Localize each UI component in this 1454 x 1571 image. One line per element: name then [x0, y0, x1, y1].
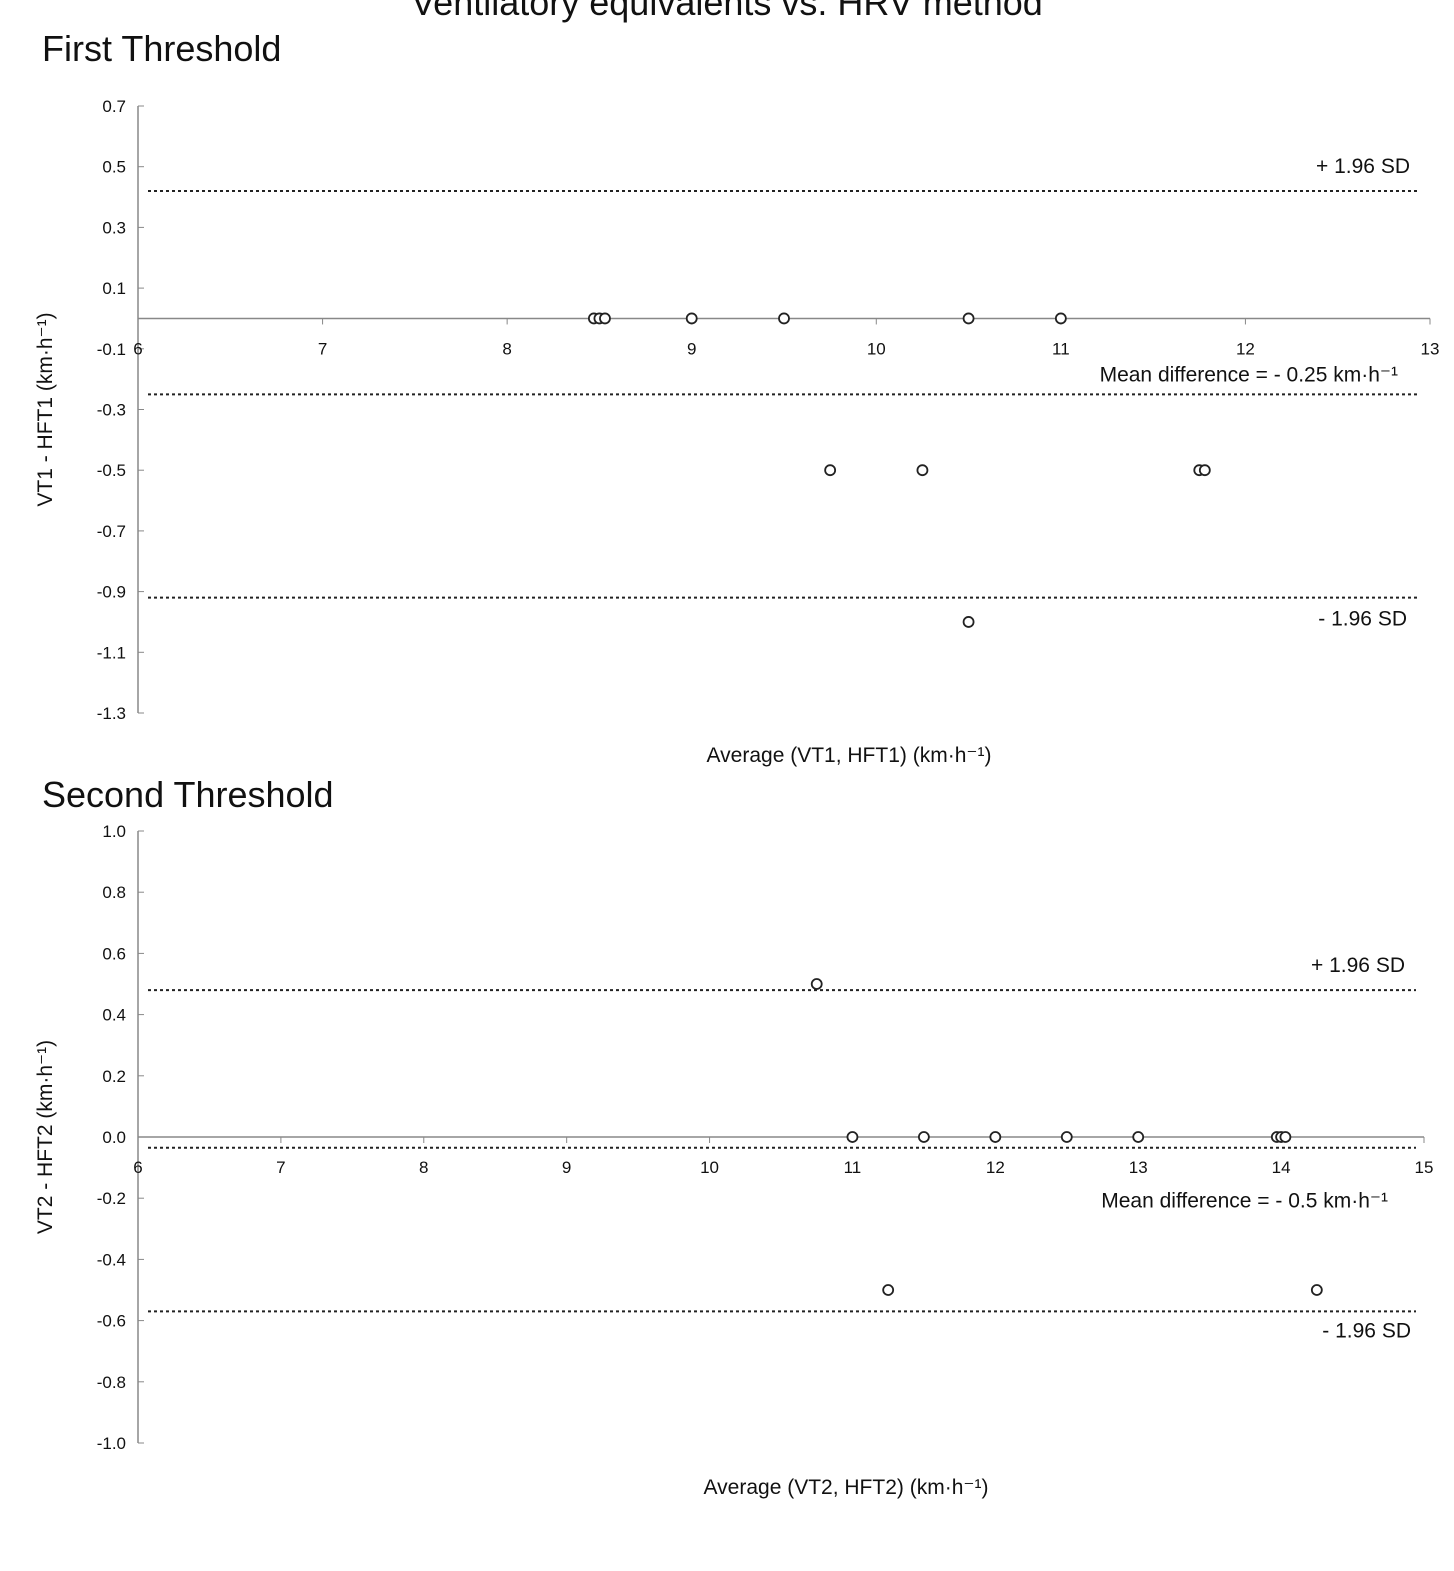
chart2-y-tick-label: 0.4: [102, 1006, 126, 1025]
chart2-y-tick-label: 0.8: [102, 883, 126, 902]
chart1-y-tick-label: 0.7: [102, 97, 126, 116]
chart1-data-point: [916, 464, 929, 477]
chart1-data-point: [778, 312, 790, 325]
chart1-title: First Threshold: [42, 28, 282, 69]
chart1-data-point: [685, 312, 698, 325]
chart1-y-tick-label: -1.1: [97, 643, 126, 662]
chart1-y-tick-label: -0.3: [97, 401, 126, 420]
chart2-data-point: [882, 1284, 895, 1296]
chart2-reference-line-label: + 1.96 SD: [1311, 954, 1405, 977]
chart2-data-point: [1279, 1131, 1292, 1143]
chart1-x-tick-label: 11: [1052, 339, 1070, 358]
chart2-y-tick-label: 0.6: [102, 944, 126, 963]
chart2-data-point: [1060, 1131, 1073, 1143]
chart1-y-tick-label: -0.5: [97, 461, 126, 480]
chart1-x-tick-label: 8: [502, 339, 511, 358]
chart1-y-tick-label: -0.9: [97, 583, 126, 602]
chart1-x-tick-label: 13: [1421, 339, 1440, 358]
chart2-y-tick-label: -0.4: [97, 1250, 126, 1269]
chart1-reference-line-label: - 1.96 SD: [1318, 608, 1407, 631]
chart1-data-point: [1054, 312, 1067, 325]
chart1-data-point: [824, 464, 837, 477]
chart2-y-tick-label: 1.0: [102, 822, 126, 841]
chart2-data-point: [917, 1131, 930, 1143]
chart1-reference-line-label: Mean difference = - 0.25 km·h⁻¹: [1100, 363, 1398, 386]
chart1-x-axis-label: Average (VT1, HFT1) (km·h⁻¹): [707, 744, 992, 767]
chart1-y-tick-label: -0.7: [97, 522, 126, 541]
chart2-x-tick-label: 15: [1415, 1158, 1434, 1177]
chart2-data-point: [1310, 1284, 1323, 1296]
chart2-data-point: [810, 978, 823, 990]
chart1-y-tick-label: -0.1: [97, 340, 126, 359]
chart2-x-tick-label: 13: [1129, 1158, 1148, 1177]
chart1-data-point: [962, 312, 975, 325]
chart1-x-tick-label: 7: [318, 339, 327, 358]
chart2-data-point: [1132, 1131, 1145, 1143]
chart2-x-tick-label: 14: [1272, 1158, 1291, 1177]
chart1-data-point: [962, 616, 975, 628]
chart2-x-tick-label: 11: [844, 1158, 862, 1177]
chart1-y-tick-label: 0.5: [102, 158, 126, 177]
chart2-x-tick-label: 7: [276, 1158, 285, 1177]
chart2-y-tick-label: -0.8: [97, 1373, 126, 1392]
chart2-data-point: [989, 1131, 1002, 1143]
chart2-data-point: [846, 1131, 859, 1143]
chart1-y-tick-label: 0.1: [102, 279, 126, 298]
chart2-reference-line-label: Mean difference = - 0.5 km·h⁻¹: [1101, 1190, 1388, 1213]
chart2-x-axis-label: Average (VT2, HFT2) (km·h⁻¹): [704, 1476, 989, 1499]
chart2-title: Second Threshold: [42, 774, 334, 815]
chart2-x-tick-label: 10: [700, 1158, 719, 1177]
chart1-x-tick-label: 12: [1236, 339, 1255, 358]
chart2-y-tick-label: -1.0: [97, 1434, 126, 1453]
chart2-y-axis-label: VT2 - HFT2 (km·h⁻¹): [34, 1040, 57, 1234]
chart1-reference-line-label: + 1.96 SD: [1316, 155, 1410, 178]
chart2-reference-line-label: - 1.96 SD: [1322, 1319, 1411, 1342]
chart2-y-tick-label: 0.2: [102, 1067, 126, 1086]
chart1-y-axis-label: VT1 - HFT1 (km·h⁻¹): [34, 312, 57, 506]
chart2-x-tick-label: 12: [986, 1158, 1005, 1177]
chart1-x-tick-label: 9: [687, 339, 696, 358]
chart2-y-tick-label: 0.0: [102, 1128, 126, 1147]
figure-title: Ventilatory equivalents vs. HRV method: [411, 0, 1043, 23]
chart1-x-tick-label: 10: [867, 339, 886, 358]
chart2-y-tick-label: -0.2: [97, 1189, 126, 1208]
chart1-data-point: [599, 312, 611, 325]
chart1-data-point: [1198, 464, 1211, 477]
chart2-x-tick-label: 6: [133, 1158, 142, 1177]
chart1-x-tick-label: 6: [133, 339, 142, 358]
chart2-x-tick-label: 9: [562, 1158, 571, 1177]
chart1-y-tick-label: -1.3: [97, 704, 126, 723]
chart2-y-tick-label: -0.6: [97, 1312, 126, 1331]
chart1-y-tick-label: 0.3: [102, 218, 126, 237]
chart2-x-tick-label: 8: [419, 1158, 428, 1177]
